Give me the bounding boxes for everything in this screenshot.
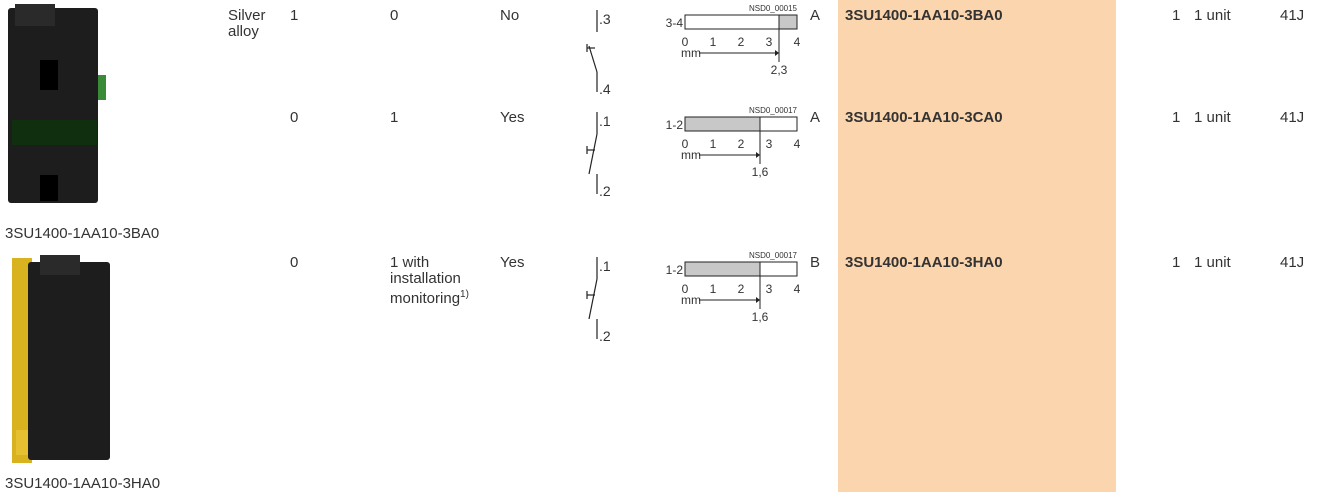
diagram-tick: 4 — [794, 137, 801, 151]
highlight-column — [838, 0, 1116, 492]
article-number: 3SU1400-1AA10-3HA0 — [845, 254, 1003, 271]
diagram-code: NSD0_00017 — [749, 106, 798, 115]
diagram-point: 1,6 — [752, 310, 769, 324]
diagram-tick: 2 — [738, 137, 745, 151]
symbol-bottom: .2 — [599, 328, 611, 344]
contact-symbol: .1 .2 — [586, 257, 611, 344]
symbol-line — [588, 45, 598, 73]
pu: 1 — [1172, 254, 1181, 271]
diagram-tick: 3 — [766, 282, 773, 296]
diagram-letter: B — [810, 254, 821, 271]
diagram-unit: mm — [681, 46, 701, 60]
ps: 1 unit — [1194, 109, 1231, 126]
article-number: 3SU1400-1AA10-3BA0 — [845, 7, 1003, 24]
diagram-point: 2,3 — [771, 63, 788, 77]
pg: 41J — [1280, 7, 1305, 24]
symbol-line — [588, 133, 598, 175]
bar-part — [778, 14, 798, 30]
diagram-code: NSD0_00015 — [749, 4, 798, 13]
ps: 1 unit — [1194, 254, 1231, 271]
material: Silver alloy — [228, 7, 266, 40]
pg: 41J — [1280, 109, 1305, 126]
diagram-tick: 1 — [710, 282, 717, 296]
diagram-label: 3-4 — [666, 16, 684, 30]
diagram-unit: mm — [681, 148, 701, 162]
diagram-tick: 1 — [710, 137, 717, 151]
positive-opening: Yes — [500, 254, 525, 271]
bar-part — [759, 116, 798, 132]
article-number: 3SU1400-1AA10-3CA0 — [845, 109, 1003, 126]
no-contacts: 0 — [290, 254, 299, 271]
image-caption: 3SU1400-1AA10-3HA0 — [5, 475, 161, 492]
travel-diagram: NSD0_00017 1-2 0 1 2 3 4 mm 1,6 — [666, 106, 801, 179]
pg: 41J — [1280, 254, 1305, 271]
diagram-letter: A — [810, 109, 821, 126]
ps: 1 unit — [1194, 7, 1231, 24]
diagram-tick: 0 — [682, 137, 689, 151]
diagram-tick: 2 — [738, 35, 745, 49]
symbol-top: .1 — [599, 113, 611, 129]
arrow-head — [775, 50, 779, 56]
product-image — [8, 4, 110, 463]
bar-part — [759, 261, 798, 277]
diagram-tick: 4 — [794, 35, 801, 49]
contact-symbol: .3 .4 — [586, 10, 611, 97]
no-contacts: 0 — [290, 109, 299, 126]
contact-symbol: .1 .2 — [586, 112, 611, 199]
diagram-label: 1-2 — [666, 263, 684, 277]
diagram-tick: 3 — [766, 35, 773, 49]
diagram-tick: 1 — [710, 35, 717, 49]
diagram-tick: 0 — [682, 282, 689, 296]
pu: 1 — [1172, 7, 1181, 24]
positive-opening: Yes — [500, 109, 525, 126]
diagram-tick: 3 — [766, 137, 773, 151]
symbol-top: .1 — [599, 258, 611, 274]
bar-part — [684, 261, 761, 277]
arrow-head — [756, 152, 760, 158]
nc-contacts: 1 with installation monitoring1) — [390, 254, 469, 307]
diagram-tick: 2 — [738, 282, 745, 296]
footnote: 1) — [460, 289, 469, 300]
diagram-tick: 0 — [682, 35, 689, 49]
symbol-top: .3 — [599, 11, 611, 27]
arrow-head — [756, 297, 760, 303]
no-contacts: 1 — [290, 7, 299, 24]
symbol-bottom: .4 — [599, 81, 611, 97]
diagram-point: 1,6 — [752, 165, 769, 179]
bar-part — [684, 116, 761, 132]
pu: 1 — [1172, 109, 1181, 126]
nc-contacts: 0 — [390, 7, 399, 24]
nc-contacts: 1 — [390, 109, 399, 126]
diagram-tick: 4 — [794, 282, 801, 296]
diagram-unit: mm — [681, 293, 701, 307]
diagram-code: NSD0_00017 — [749, 251, 798, 260]
symbol-line — [588, 278, 598, 320]
travel-diagram: NSD0_00017 1-2 0 1 2 3 4 mm 1,6 — [666, 251, 801, 324]
image-caption: 3SU1400-1AA10-3BA0 — [5, 225, 160, 242]
bar-part — [684, 14, 780, 30]
diagram-label: 1-2 — [666, 118, 684, 132]
symbol-bottom: .2 — [599, 183, 611, 199]
diagram-letter: A — [810, 7, 821, 24]
travel-diagram: NSD0_00015 3-4 0 1 2 3 4 mm 2,3 — [666, 4, 801, 77]
positive-opening: No — [500, 7, 520, 24]
